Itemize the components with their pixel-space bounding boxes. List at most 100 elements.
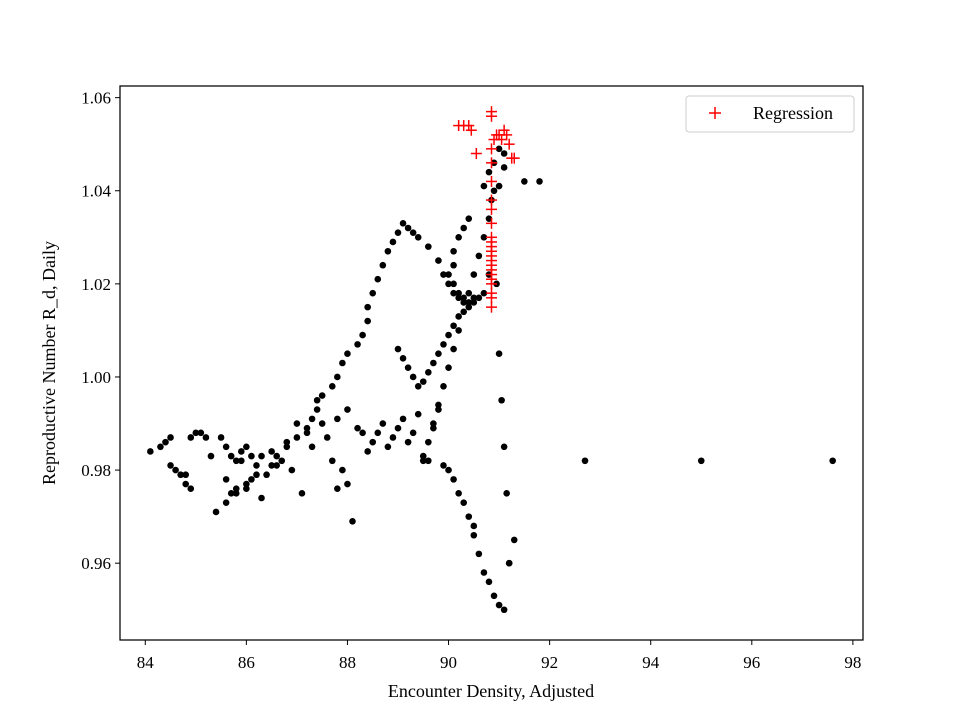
y-tick-label: 1.06 <box>81 89 111 108</box>
data-point <box>450 280 457 288</box>
data-point <box>460 294 468 302</box>
data-point <box>359 331 366 339</box>
data-point <box>182 471 190 479</box>
data-point <box>248 476 255 483</box>
y-axis-label: Reproductive Number R_d, Daily <box>39 241 59 485</box>
data-point <box>409 429 417 437</box>
data-point <box>480 182 488 190</box>
data-point <box>197 429 205 437</box>
data-point <box>465 215 473 222</box>
regression-point <box>486 175 497 187</box>
data-point <box>172 466 179 474</box>
x-tick-label: 92 <box>541 653 558 672</box>
data-point <box>419 378 427 385</box>
data-point <box>450 322 457 330</box>
data-point <box>440 341 447 348</box>
data-point <box>258 452 265 460</box>
data-point <box>217 434 225 441</box>
data-point <box>414 410 422 418</box>
data-point <box>147 448 154 455</box>
data-point <box>521 178 528 185</box>
regression-point <box>486 301 497 313</box>
data-point <box>303 429 311 437</box>
data-point <box>334 485 341 492</box>
x-tick-label: 94 <box>642 653 660 672</box>
data-point <box>455 313 462 320</box>
data-point <box>480 569 488 576</box>
regression-point <box>486 157 497 169</box>
data-point <box>394 229 402 236</box>
data-point <box>222 499 230 506</box>
regression-point <box>486 143 497 155</box>
data-point <box>202 434 210 441</box>
y-tick-label: 0.98 <box>81 461 111 480</box>
data-point <box>495 182 503 190</box>
data-point <box>500 164 508 171</box>
data-point <box>435 401 442 409</box>
data-point <box>359 429 366 437</box>
data-point <box>318 420 326 427</box>
data-point <box>283 438 291 446</box>
data-point <box>253 471 260 479</box>
data-point <box>364 448 371 455</box>
data-point <box>455 234 462 241</box>
data-point <box>278 457 286 465</box>
data-point <box>460 224 468 232</box>
data-point <box>344 350 351 357</box>
legend-label: Regression <box>753 103 833 123</box>
data-point <box>536 178 543 185</box>
data-point <box>450 247 457 255</box>
regression-point <box>486 110 497 122</box>
data-point <box>354 341 361 348</box>
data-point <box>384 247 392 255</box>
data-point <box>480 234 488 241</box>
data-point <box>293 420 301 427</box>
regression-point <box>501 129 513 141</box>
data-point <box>440 271 447 278</box>
data-point <box>500 443 508 451</box>
data-point <box>425 369 432 376</box>
data-point <box>328 382 336 390</box>
regression-point <box>486 217 497 229</box>
data-point <box>399 220 407 227</box>
data-point <box>495 350 503 357</box>
data-point <box>349 517 356 525</box>
regression-point <box>465 124 477 136</box>
data-point <box>445 331 452 339</box>
data-point <box>339 466 346 474</box>
data-point <box>475 294 483 302</box>
legend-box <box>685 95 855 133</box>
data-point <box>404 364 412 371</box>
data-point <box>394 345 402 353</box>
data-point <box>182 480 190 488</box>
data-point <box>465 299 473 306</box>
data-point <box>344 480 351 488</box>
x-tick-label: 98 <box>844 653 861 672</box>
data-point <box>435 350 442 357</box>
data-point <box>227 490 235 497</box>
data-point <box>303 424 311 432</box>
x-axis-label: Encounter Density, Adjusted <box>388 681 594 701</box>
data-point <box>430 359 437 367</box>
legend-marker-plus-icon <box>709 107 721 119</box>
points-layer <box>147 106 836 614</box>
data-point <box>253 462 260 469</box>
regression-point <box>498 124 510 136</box>
data-point <box>490 592 498 600</box>
data-point <box>414 234 422 241</box>
data-point <box>440 382 447 390</box>
regression-point <box>470 148 482 160</box>
data-point <box>485 578 493 586</box>
data-point <box>475 252 483 260</box>
data-point <box>500 150 508 157</box>
data-point <box>404 438 412 446</box>
data-point <box>227 452 235 460</box>
data-point <box>308 443 316 451</box>
regression-point <box>486 194 497 206</box>
data-point <box>445 280 452 288</box>
data-point <box>435 257 442 264</box>
data-point <box>232 485 240 492</box>
data-point <box>505 559 513 567</box>
data-point <box>344 406 351 413</box>
